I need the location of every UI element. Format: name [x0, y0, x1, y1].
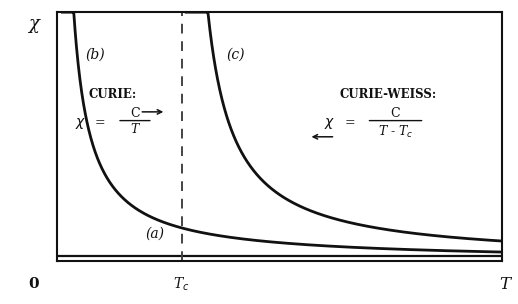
Text: (c): (c) [226, 47, 244, 61]
Text: =: = [95, 117, 106, 130]
Text: CURIE-WEISS:: CURIE-WEISS: [340, 88, 437, 101]
Text: CURIE:: CURIE: [88, 88, 136, 101]
Text: $\chi$: $\chi$ [324, 116, 336, 131]
Text: T: T [499, 276, 511, 293]
Text: C: C [130, 107, 140, 119]
Text: χ: χ [28, 15, 39, 33]
Text: T - T$_c$: T - T$_c$ [378, 124, 413, 140]
Text: =: = [344, 117, 355, 130]
Text: T$_c$: T$_c$ [174, 275, 190, 293]
Text: (b): (b) [85, 47, 105, 61]
Text: (a): (a) [146, 227, 165, 241]
Text: $\chi$: $\chi$ [75, 116, 86, 131]
Text: 0: 0 [28, 277, 39, 291]
Text: C: C [391, 107, 400, 119]
Text: T: T [131, 123, 139, 136]
